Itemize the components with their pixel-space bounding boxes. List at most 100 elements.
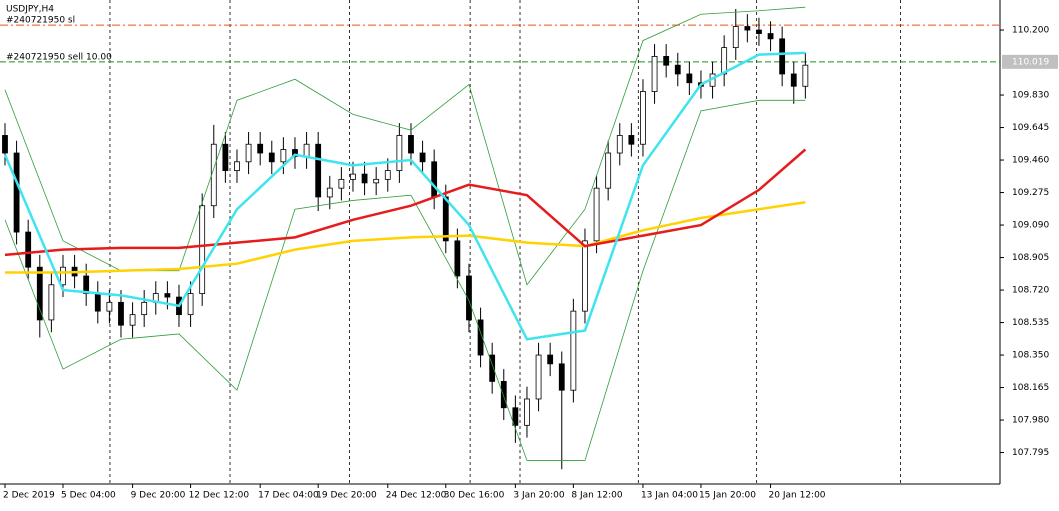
candle-body xyxy=(512,407,519,426)
candle-body xyxy=(268,152,275,163)
candle-body xyxy=(408,135,414,154)
candle-body xyxy=(466,275,472,321)
y-tick-label: 108.905 xyxy=(1012,253,1049,263)
candle-body xyxy=(454,240,461,277)
candle-body xyxy=(222,143,229,171)
candle-body xyxy=(524,398,530,426)
candle-body xyxy=(779,38,786,75)
candle-body xyxy=(338,178,345,189)
candle-body xyxy=(83,275,90,294)
candle-body xyxy=(663,55,670,66)
x-tick-label: 8 Jan 12:00 xyxy=(571,491,623,501)
candle-body xyxy=(234,161,240,171)
candle-body xyxy=(756,29,762,34)
x-tick-label: 13 Jan 04:00 xyxy=(641,491,698,501)
candle-body xyxy=(361,173,368,184)
y-tick-label: 110.200 xyxy=(1012,26,1049,36)
order-level-label: #240721950 sl xyxy=(6,16,75,26)
candle-body xyxy=(686,73,693,84)
indicator-line xyxy=(3,51,806,341)
chart-title: USDJPY,H4 xyxy=(6,5,54,15)
candle-body xyxy=(303,143,310,157)
candle-body xyxy=(210,143,217,207)
candle-body xyxy=(500,381,507,409)
x-tick-label: 17 Dec 04:00 xyxy=(258,491,319,501)
price-box xyxy=(1002,54,1058,69)
candle-body xyxy=(674,64,681,75)
candle-body xyxy=(373,178,380,184)
candle-body xyxy=(802,64,809,87)
candle-body xyxy=(419,152,426,163)
candle-body xyxy=(257,143,264,154)
indicator-line xyxy=(4,99,806,461)
candle-body xyxy=(489,354,496,382)
candle-body xyxy=(106,301,113,312)
candle-body xyxy=(477,319,484,356)
candle-body xyxy=(25,231,32,268)
candle-body xyxy=(36,266,43,321)
candle-body xyxy=(118,301,124,326)
candle-body xyxy=(13,152,20,233)
candle-body xyxy=(582,240,588,312)
x-tick-label: 15 Jan 20:00 xyxy=(699,491,756,501)
candle-body xyxy=(570,310,577,391)
indicator-line xyxy=(4,148,807,257)
candle-body xyxy=(245,143,252,163)
candle-body xyxy=(767,33,774,40)
y-tick-label: 108.535 xyxy=(1012,318,1049,328)
candle-body xyxy=(48,284,55,321)
candle-body xyxy=(315,143,322,198)
candle-body xyxy=(326,187,333,198)
candle-body xyxy=(164,293,171,298)
candle-body xyxy=(605,152,612,189)
indicator-line xyxy=(4,200,806,274)
order-level-label: #240721950 sell 10.00 xyxy=(6,52,112,62)
candle-body xyxy=(199,205,206,294)
y-tick-label: 108.720 xyxy=(1012,286,1049,296)
candle-body xyxy=(721,47,728,75)
candle-body xyxy=(558,363,565,391)
y-tick-label: 107.980 xyxy=(1012,416,1049,426)
y-tick-label: 109.090 xyxy=(1012,221,1049,231)
price-label: 110.019 xyxy=(1012,57,1049,67)
candle-body xyxy=(350,173,356,180)
candle-body xyxy=(280,149,287,163)
candle-body xyxy=(442,196,449,242)
x-tick-label: 5 Dec 04:00 xyxy=(61,491,116,501)
x-tick-label: 19 Dec 20:00 xyxy=(316,491,377,501)
candle-body xyxy=(732,26,739,49)
candle-body xyxy=(790,73,797,87)
y-tick-label: 109.830 xyxy=(1012,91,1049,101)
candle-body xyxy=(292,149,298,157)
candle-body xyxy=(2,135,8,154)
candle-body xyxy=(187,293,194,316)
y-tick-label: 108.350 xyxy=(1012,351,1049,361)
y-tick-label: 109.460 xyxy=(1012,156,1049,166)
y-tick-label: 108.165 xyxy=(1012,383,1049,393)
y-tick-label: 107.795 xyxy=(1012,448,1049,458)
candle-body xyxy=(396,135,403,171)
candle-body xyxy=(384,170,391,180)
candle-body xyxy=(431,161,438,198)
candle-body xyxy=(547,354,554,365)
x-tick-label: 3 Jan 20:00 xyxy=(513,491,565,501)
candle-body xyxy=(640,91,646,145)
x-tick-label: 30 Dec 16:00 xyxy=(444,491,505,501)
candle-body xyxy=(60,266,66,286)
y-tick-label: 109.645 xyxy=(1012,123,1049,133)
x-tick-label: 9 Dec 20:00 xyxy=(131,491,186,501)
candle-body xyxy=(535,354,542,400)
candle-body xyxy=(593,187,600,242)
candle-body xyxy=(744,26,751,31)
candle-body xyxy=(616,135,623,154)
y-tick-label: 109.275 xyxy=(1012,188,1049,198)
x-tick-label: 2 Dec 2019 xyxy=(3,491,55,501)
x-tick-label: 12 Dec 12:00 xyxy=(189,491,250,501)
candle-body xyxy=(129,314,136,326)
x-tick-label: 20 Jan 12:00 xyxy=(769,491,826,501)
x-tick-label: 24 Dec 12:00 xyxy=(386,491,447,501)
candle-body xyxy=(628,135,635,145)
candle-body xyxy=(651,55,658,92)
candle-body xyxy=(94,293,101,312)
